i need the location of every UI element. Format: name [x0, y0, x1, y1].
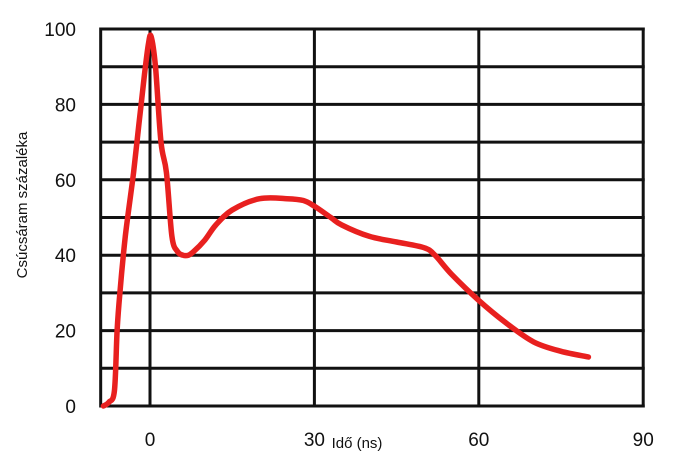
grid: [99, 27, 645, 408]
x-tick-label: 90: [633, 430, 654, 451]
series-line: [100, 32, 592, 409]
y-tick-label: 0: [65, 397, 76, 418]
y-tick-label: 80: [55, 95, 76, 116]
y-tick-label: 20: [55, 322, 76, 343]
series: [100, 32, 592, 409]
y-axis-label: Csúcsáram százaléka: [14, 131, 31, 278]
y-tick-label: 100: [44, 20, 76, 41]
x-tick-label: 60: [468, 430, 489, 451]
y-tick-label: 60: [55, 171, 76, 192]
x-tick-label: 0: [145, 430, 156, 451]
x-tick-label: 30: [304, 430, 325, 451]
x-axis-label: Idő (ns): [332, 435, 383, 452]
y-tick-label: 40: [55, 246, 76, 267]
tick-labels: 0 20 40 60 80 100 0 30 60 90: [44, 20, 653, 451]
